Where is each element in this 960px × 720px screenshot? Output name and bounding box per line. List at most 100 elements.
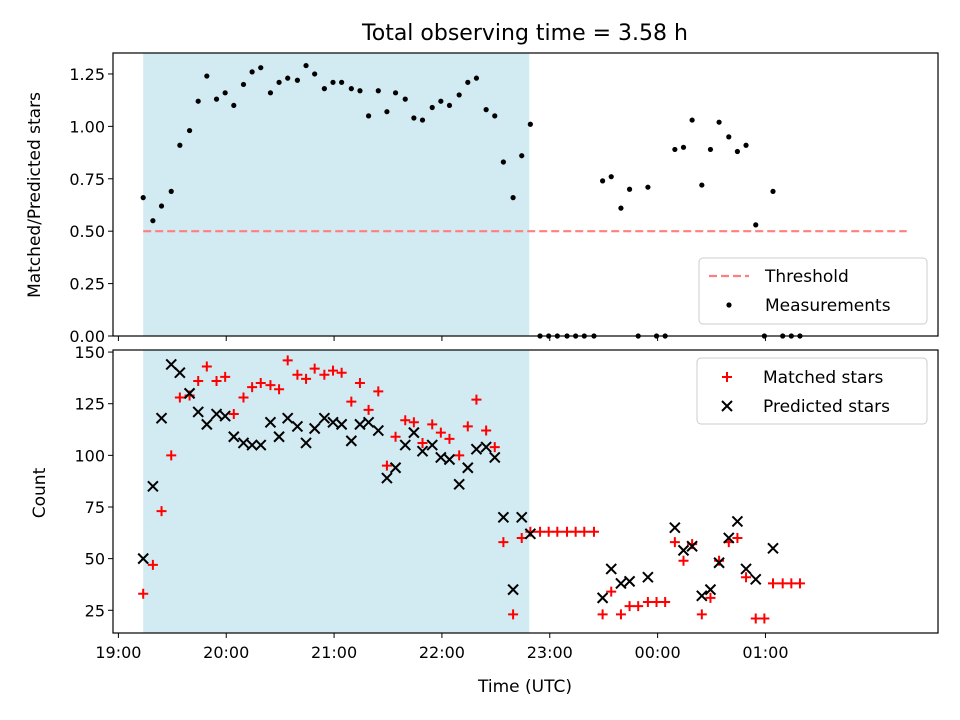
measurement-point	[303, 62, 309, 69]
predicted-star-point	[255, 439, 267, 451]
measurement-point	[519, 153, 525, 159]
measurement-point	[429, 104, 435, 111]
legend-measurements-label: Measurements	[765, 296, 891, 316]
predicted-star-point	[470, 443, 483, 455]
matched-star-point	[732, 532, 743, 543]
matched-star-point	[309, 363, 320, 374]
measurement-point	[456, 92, 462, 98]
top-chart-title: Total observing time = 3.58 h	[361, 21, 688, 46]
bottom-series	[137, 355, 805, 624]
predicted-star-point	[497, 511, 510, 524]
matched-star-point	[390, 431, 401, 442]
top-y-tick-label: 0.50	[69, 222, 105, 241]
matched-star-point	[381, 460, 392, 471]
top-axes-frame	[112, 52, 939, 337]
predicted-star-point	[723, 532, 735, 544]
matched-star-point	[400, 415, 411, 426]
measurement-point	[483, 107, 489, 113]
matched-star-point	[255, 378, 266, 389]
predicted-star-point	[642, 571, 654, 583]
bottom-y-axis-label: Count	[30, 467, 50, 518]
matched-star-point	[669, 537, 680, 548]
matched-star-point	[166, 450, 177, 461]
matched-star-point	[543, 526, 554, 537]
predicted-star-point	[443, 453, 456, 466]
predicted-star-point	[381, 472, 393, 484]
top-y-axis-label: Matched/Predicted stars	[25, 92, 45, 298]
matched-star-point	[228, 409, 239, 420]
measurement-point	[689, 117, 695, 123]
bottom-y-tick-label: 150	[74, 343, 105, 362]
x-tick-label: 21:00	[311, 643, 357, 662]
bottom-y-tick-label: 50	[85, 550, 105, 569]
predicted-star-point	[677, 544, 690, 557]
matched-star-point	[588, 526, 599, 537]
bottom-legend: Matched stars Predicted stars	[696, 357, 928, 425]
top-y-tick-label: 0.25	[69, 275, 105, 294]
matched-star-point	[570, 526, 581, 537]
measurement-point	[465, 79, 471, 85]
matched-star-point	[282, 355, 293, 366]
measurement-point	[339, 79, 345, 85]
measurement-point	[618, 205, 624, 211]
measurement-point	[446, 102, 453, 109]
predicted-star-point	[174, 367, 186, 379]
measurement-point	[392, 90, 399, 96]
predicted-star-point	[669, 521, 681, 534]
x-tick-label: 19:00	[95, 643, 141, 662]
matched-star-point	[417, 437, 428, 448]
matched-star-point	[562, 526, 573, 537]
predicted-star-point	[165, 358, 177, 371]
matched-star-point	[714, 555, 725, 566]
measurement-point	[330, 79, 336, 85]
matched-star-point	[238, 392, 249, 403]
predicted-star-point	[704, 583, 717, 596]
matched-star-point	[201, 361, 212, 372]
matched-star-point	[498, 537, 509, 548]
matched-star-point	[373, 386, 384, 397]
top-y-tick-label: 1.25	[69, 65, 105, 84]
measurement-point	[312, 71, 318, 77]
bottom-panel: 25 50 75 100 125 150 19:00 20:00 21:00 22:00 23:00…	[74, 343, 939, 662]
matched-star-point	[193, 375, 204, 386]
x-tick-label: 20:00	[203, 643, 249, 662]
measurement-point	[743, 142, 749, 148]
measurement-point	[726, 134, 732, 140]
predicted-star-point	[524, 528, 537, 540]
predicted-star-point	[435, 451, 447, 464]
matched-star-point	[301, 373, 312, 384]
matched-star-point	[156, 506, 167, 517]
legend-threshold-label: Threshold	[764, 267, 849, 287]
measurement-point	[276, 79, 282, 85]
measurement-point	[186, 127, 193, 134]
measurement-point	[672, 146, 678, 153]
measurement-point	[411, 115, 417, 121]
matched-star-point	[220, 371, 231, 382]
matched-star-point	[138, 588, 149, 599]
predicted-star-point	[489, 451, 501, 464]
x-tick-label: 01:00	[742, 643, 788, 662]
predicted-star-point	[281, 412, 294, 424]
measurement-point	[645, 184, 651, 190]
measurement-point	[357, 88, 363, 94]
predicted-star-point	[713, 557, 725, 569]
predicted-star-point	[623, 575, 636, 588]
legend-box	[696, 357, 928, 425]
matched-star-point	[624, 601, 635, 612]
predicted-star-point	[183, 387, 196, 400]
matched-star-point	[552, 526, 563, 537]
predicted-star-point	[615, 577, 627, 590]
predicted-star-point	[147, 480, 159, 493]
measurement-point	[510, 195, 516, 201]
measurement-point	[419, 117, 426, 123]
predicted-star-point	[389, 462, 402, 474]
predicted-star-point	[731, 515, 744, 528]
top-y-tick-label: 0.00	[69, 327, 105, 346]
measurement-point	[734, 148, 741, 155]
matched-star-point	[508, 609, 519, 620]
matched-star-point	[211, 375, 222, 386]
matched-star-point	[777, 578, 788, 589]
top-panel: 0.00 0.25 0.50 0.75 1.00 1.25 Threshold Measure…	[69, 52, 939, 346]
predicted-star-point	[408, 426, 420, 439]
predicted-star-point	[237, 437, 250, 449]
